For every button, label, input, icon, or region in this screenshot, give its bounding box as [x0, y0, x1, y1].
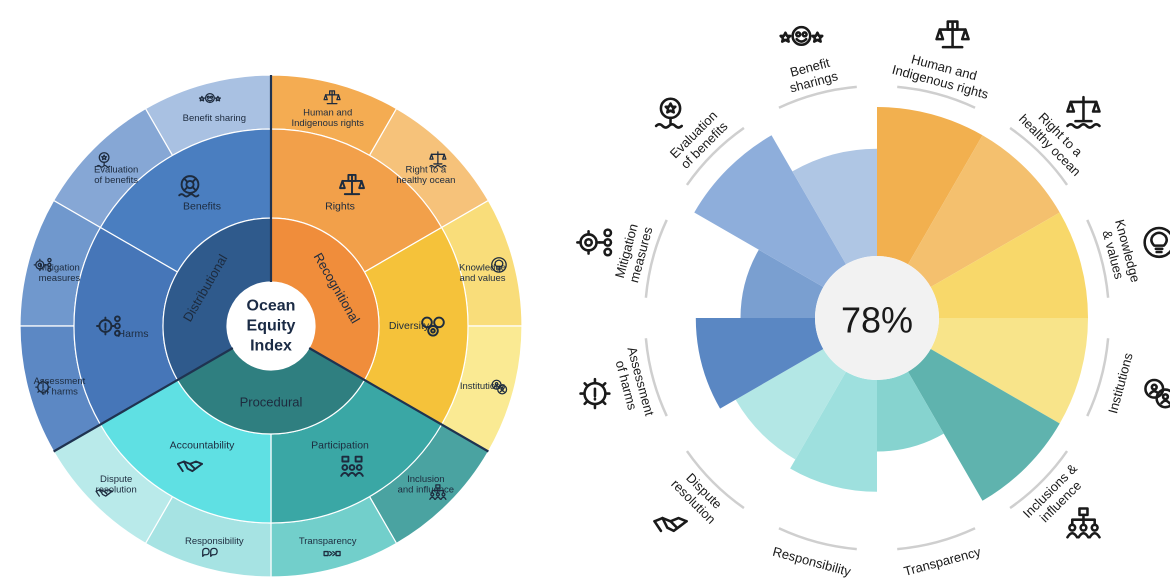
- polar-bar-7: [735, 349, 846, 460]
- handshake-icon: [95, 489, 113, 497]
- ring-arc-6: [778, 527, 857, 551]
- polar-bar-3: [930, 318, 1088, 424]
- outer-label-1-line-1: of benefits: [94, 175, 138, 186]
- middle-label-3: Diversity: [389, 320, 430, 332]
- outer-label-1-line-0: Evaluation: [94, 164, 138, 175]
- polar-bar-8: [695, 318, 824, 409]
- transparency-icon: [323, 550, 341, 557]
- outer-label-5-line-0: Right to a: [406, 164, 447, 175]
- ring-arc-5: [897, 527, 976, 551]
- mitigation-icon: [33, 257, 52, 272]
- ring-arc-1: [1009, 126, 1069, 186]
- middle-label-1: Harms: [118, 328, 149, 340]
- outer-label-7-line-0: Institutions: [460, 381, 506, 392]
- assessment-gear-icon: [579, 377, 611, 410]
- center-title-line-2: Index: [250, 338, 292, 355]
- institutions-icon: [491, 379, 508, 395]
- polar-bar-10: [694, 135, 846, 287]
- ring-arc-2: [1086, 219, 1110, 298]
- outer-label-2-line-0: Mitigation: [39, 263, 80, 274]
- outer-label-8-line-0: Inclusion: [407, 474, 445, 485]
- center-circle: [227, 282, 315, 370]
- hierarchy-icon: [1066, 507, 1101, 539]
- hierarchy-icon: [429, 484, 447, 500]
- diversity-icon: [421, 316, 445, 337]
- evaluation-icon: [96, 152, 111, 168]
- outer-label-3-line-0: Assessment: [34, 376, 86, 387]
- outer-label-9-line-0: Transparency: [299, 536, 357, 547]
- scales-icon: [1066, 95, 1101, 129]
- outer-category-label-3-line-0: Institutions: [1105, 351, 1136, 415]
- ring-arc-11: [778, 85, 857, 109]
- dimension-divider-2: [53, 347, 234, 453]
- outer-category-label-6-line-0: Responsibility: [771, 544, 853, 579]
- outer-label-0-line-0: Benefit sharing: [183, 113, 246, 124]
- outer-label-4-line-0: Human and: [303, 108, 352, 119]
- outer-label-5-line-1: healthy ocean: [396, 175, 455, 186]
- polar-bar-4: [908, 349, 1060, 501]
- polar-bar-0: [877, 107, 983, 265]
- institutions-icon: [1144, 378, 1170, 409]
- participation-icon: [340, 455, 364, 477]
- speech-bubbles-icon: [202, 547, 218, 557]
- polar-bar-11: [792, 148, 877, 265]
- lightbulb-icon: [491, 257, 507, 273]
- outer-label-10-line-0: Responsibility: [185, 536, 244, 547]
- dimension-divider-1: [308, 347, 489, 453]
- assessment-gear-icon: [35, 379, 51, 395]
- mitigation-icon: [576, 228, 613, 257]
- polar-bar-9: [740, 249, 824, 318]
- benefit-sharing-icon: [779, 25, 824, 47]
- lightbulb-icon: [1143, 226, 1170, 259]
- polar-bar-1: [908, 135, 1060, 287]
- rights-icon: [339, 173, 365, 196]
- ring-arc-0: [897, 85, 976, 109]
- ring-arc-9: [644, 219, 668, 298]
- rights-icon: [323, 90, 341, 105]
- outer-category-label-5-line-0: Transparency: [902, 544, 983, 579]
- outer-label-3-line-1: of harms: [41, 386, 78, 397]
- scales-icon: [429, 151, 447, 168]
- outer-label-11-line-0: Dispute: [100, 474, 132, 485]
- middle-label-2: Rights: [325, 200, 355, 212]
- ring-arc-10: [685, 126, 745, 186]
- polar-bar-2: [930, 212, 1088, 318]
- outer-label-6-line-1: and values: [460, 273, 506, 284]
- center-score-value: 78%: [841, 300, 913, 341]
- middle-label-5: Accountability: [170, 440, 236, 452]
- inner-label-2: Procedural: [240, 395, 303, 410]
- harm-gear-icon: [96, 315, 121, 337]
- ring-arc-8: [644, 338, 668, 417]
- handshake-icon: [653, 516, 688, 533]
- rights-icon: [935, 20, 970, 49]
- benefit-sharing-icon: [198, 93, 221, 104]
- polar-bar-5: [877, 371, 944, 452]
- middle-label-0: Benefits: [183, 200, 221, 212]
- outer-label-6-line-0: Knowledge: [459, 263, 506, 274]
- outer-label-8-line-1: and influence: [398, 485, 455, 496]
- ring-arc-7: [685, 450, 745, 510]
- evaluation-icon: [654, 97, 684, 129]
- handshake-icon: [177, 460, 203, 473]
- outer-label-4-line-1: Indigenous rights: [292, 118, 365, 129]
- middle-label-4: Participation: [311, 440, 369, 452]
- outer-label-2-line-1: measures: [39, 273, 81, 284]
- ring-arc-3: [1086, 338, 1110, 417]
- ring-arc-4: [1009, 450, 1069, 510]
- lifebuoy-icon: [178, 175, 200, 198]
- outer-label-11-line-1: resolution: [96, 485, 137, 496]
- center-title-line-1: Equity: [247, 318, 296, 335]
- center-score-circle: [815, 256, 939, 380]
- polar-bar-6: [790, 371, 877, 492]
- center-title-line-0: Ocean: [247, 298, 296, 315]
